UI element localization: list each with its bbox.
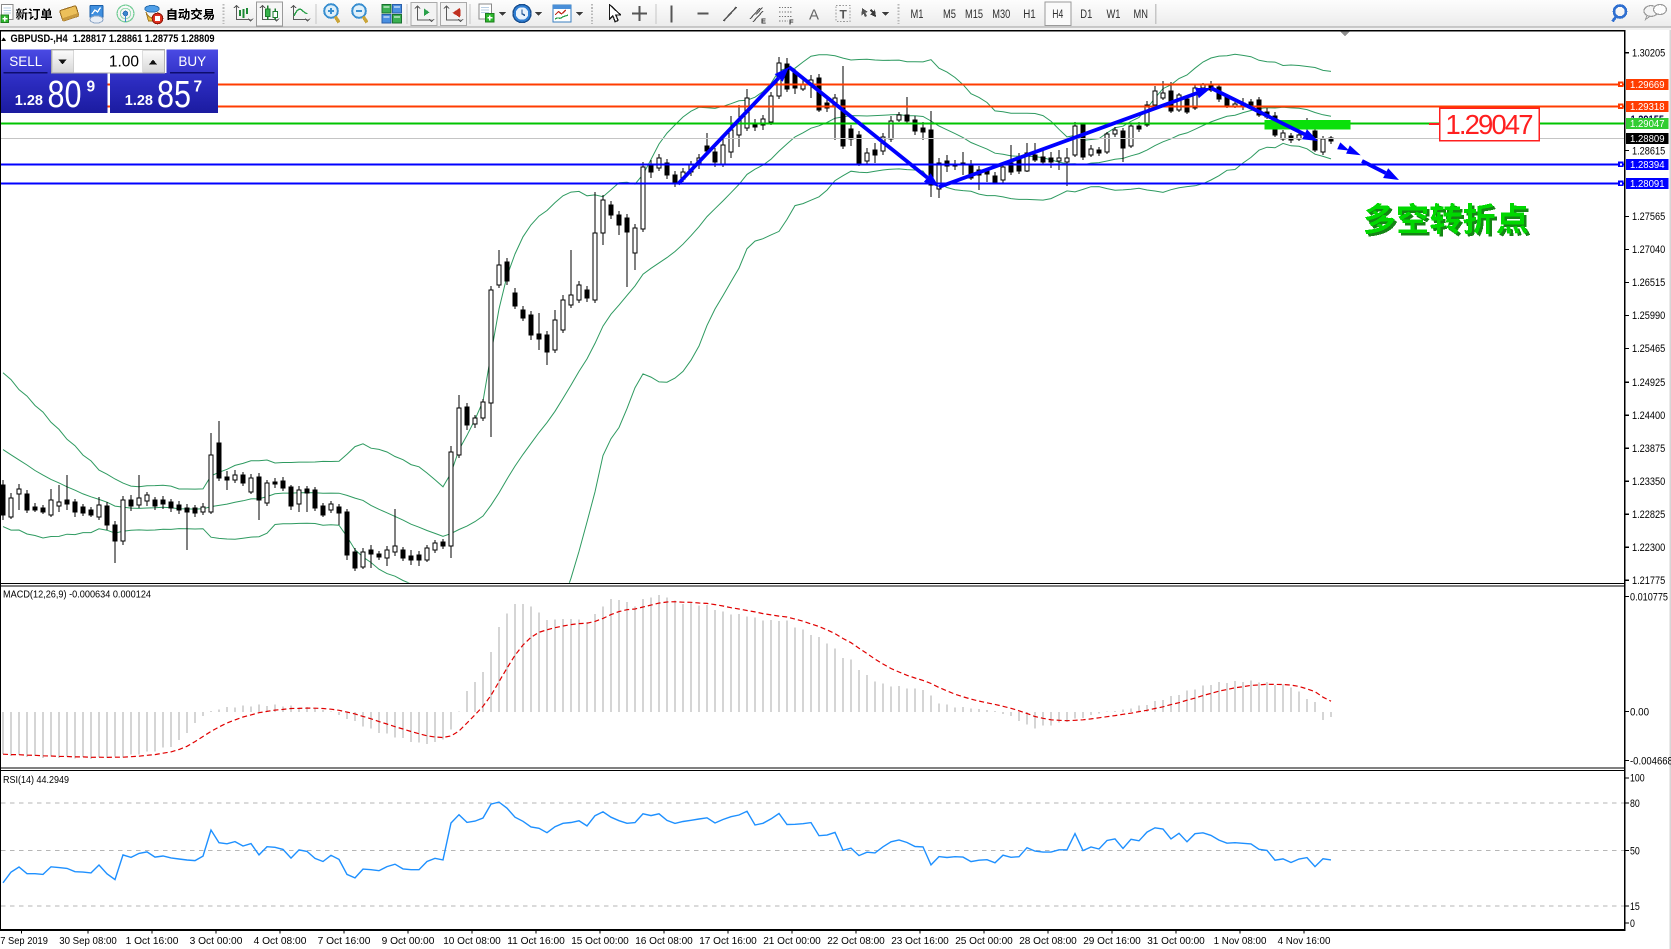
svg-text:15 Oct 00:00: 15 Oct 00:00: [571, 936, 629, 947]
svg-text:E: E: [761, 17, 766, 26]
svg-text:H1: H1: [1023, 9, 1036, 21]
svg-text:21 Oct 00:00: 21 Oct 00:00: [763, 936, 821, 947]
svg-text:7: 7: [194, 79, 203, 96]
svg-text:1.29669: 1.29669: [1630, 80, 1665, 91]
svg-text:0.00: 0.00: [1630, 706, 1649, 718]
svg-text:7 Oct 16:00: 7 Oct 16:00: [318, 936, 371, 947]
svg-text:1.23875: 1.23875: [1632, 443, 1665, 455]
svg-text:1.28: 1.28: [15, 93, 43, 109]
svg-text:0.010775: 0.010775: [1630, 591, 1668, 603]
svg-text:80: 80: [48, 74, 82, 116]
svg-text:1.28809: 1.28809: [1630, 134, 1665, 145]
svg-text:17 Oct 16:00: 17 Oct 16:00: [699, 936, 757, 947]
svg-text:4 Nov 16:00: 4 Nov 16:00: [1278, 936, 1331, 947]
svg-text:100: 100: [1630, 773, 1645, 785]
svg-text:85: 85: [157, 74, 191, 116]
svg-text:MN: MN: [1134, 9, 1149, 21]
svg-text:1.28: 1.28: [125, 93, 153, 109]
svg-text:1.29047: 1.29047: [1446, 109, 1534, 140]
svg-text:1.29318: 1.29318: [1630, 102, 1665, 113]
svg-text:1.24925: 1.24925: [1632, 377, 1665, 389]
svg-text:MACD(12,26,9) -0.000634 0.0001: MACD(12,26,9) -0.000634 0.000124: [3, 589, 151, 601]
svg-text:1.29047: 1.29047: [1630, 119, 1665, 130]
svg-text:1.27565: 1.27565: [1632, 211, 1665, 223]
svg-text:1.26515: 1.26515: [1632, 277, 1665, 289]
svg-text:31 Oct 00:00: 31 Oct 00:00: [1147, 936, 1205, 947]
svg-text:9 Oct 00:00: 9 Oct 00:00: [382, 936, 435, 947]
svg-text:-0.004668: -0.004668: [1630, 755, 1671, 767]
svg-text:A: A: [809, 7, 819, 24]
svg-text:1.25990: 1.25990: [1632, 310, 1665, 322]
svg-text:1.30205: 1.30205: [1632, 48, 1665, 60]
svg-text:1.21775: 1.21775: [1632, 575, 1665, 587]
svg-text:D1: D1: [1080, 9, 1092, 21]
svg-text:1.22825: 1.22825: [1632, 509, 1665, 521]
svg-text:M1: M1: [911, 9, 924, 21]
svg-text:F: F: [789, 18, 794, 27]
svg-text:22 Oct 08:00: 22 Oct 08:00: [827, 936, 885, 947]
svg-text:10 Oct 08:00: 10 Oct 08:00: [443, 936, 501, 947]
svg-text:1 Oct 16:00: 1 Oct 16:00: [126, 936, 179, 947]
svg-text:3 Oct 00:00: 3 Oct 00:00: [190, 936, 243, 947]
svg-text:GBPUSD-,H4 1.28817 1.28861 1.: GBPUSD-,H4 1.28817 1.28861 1.28775 1.288…: [11, 33, 215, 45]
svg-text:0: 0: [1630, 918, 1635, 930]
svg-text:1.25465: 1.25465: [1632, 343, 1665, 355]
svg-text:BUY: BUY: [178, 54, 206, 69]
svg-text:25 Oct 00:00: 25 Oct 00:00: [955, 936, 1013, 947]
svg-text:29 Oct 16:00: 29 Oct 16:00: [1083, 936, 1141, 947]
svg-text:1.23350: 1.23350: [1632, 476, 1665, 488]
svg-text:T: T: [840, 8, 848, 22]
svg-text:1.00: 1.00: [109, 54, 140, 71]
svg-text:1.24400: 1.24400: [1632, 410, 1665, 422]
svg-text:M15: M15: [965, 9, 983, 21]
svg-text:11 Oct 16:00: 11 Oct 16:00: [507, 936, 565, 947]
svg-text:27 Sep 2019: 27 Sep 2019: [0, 936, 48, 947]
svg-text:4 Oct 08:00: 4 Oct 08:00: [254, 936, 307, 947]
svg-text:30 Sep 08:00: 30 Sep 08:00: [59, 936, 117, 947]
svg-text:80: 80: [1630, 798, 1640, 810]
svg-text:28 Oct 08:00: 28 Oct 08:00: [1019, 936, 1077, 947]
svg-text:SELL: SELL: [9, 54, 43, 69]
svg-text:23 Oct 16:00: 23 Oct 16:00: [891, 936, 949, 947]
svg-text:RSI(14) 44.2949: RSI(14) 44.2949: [3, 774, 69, 786]
svg-text:1.27040: 1.27040: [1632, 244, 1665, 256]
svg-text:W1: W1: [1107, 9, 1121, 21]
svg-text:15: 15: [1630, 901, 1640, 913]
svg-text:M30: M30: [992, 9, 1010, 21]
svg-text:1 Nov 08:00: 1 Nov 08:00: [1214, 936, 1267, 947]
svg-text:50: 50: [1630, 845, 1640, 857]
svg-text:M5: M5: [943, 9, 956, 21]
svg-text:H4: H4: [1052, 9, 1063, 21]
svg-text:1.28394: 1.28394: [1630, 160, 1665, 171]
svg-text:9: 9: [87, 79, 96, 96]
svg-text:1.28615: 1.28615: [1632, 145, 1665, 157]
svg-text:1.28091: 1.28091: [1630, 179, 1665, 190]
svg-text:1.22300: 1.22300: [1632, 542, 1665, 554]
svg-text:16 Oct 08:00: 16 Oct 08:00: [635, 936, 693, 947]
